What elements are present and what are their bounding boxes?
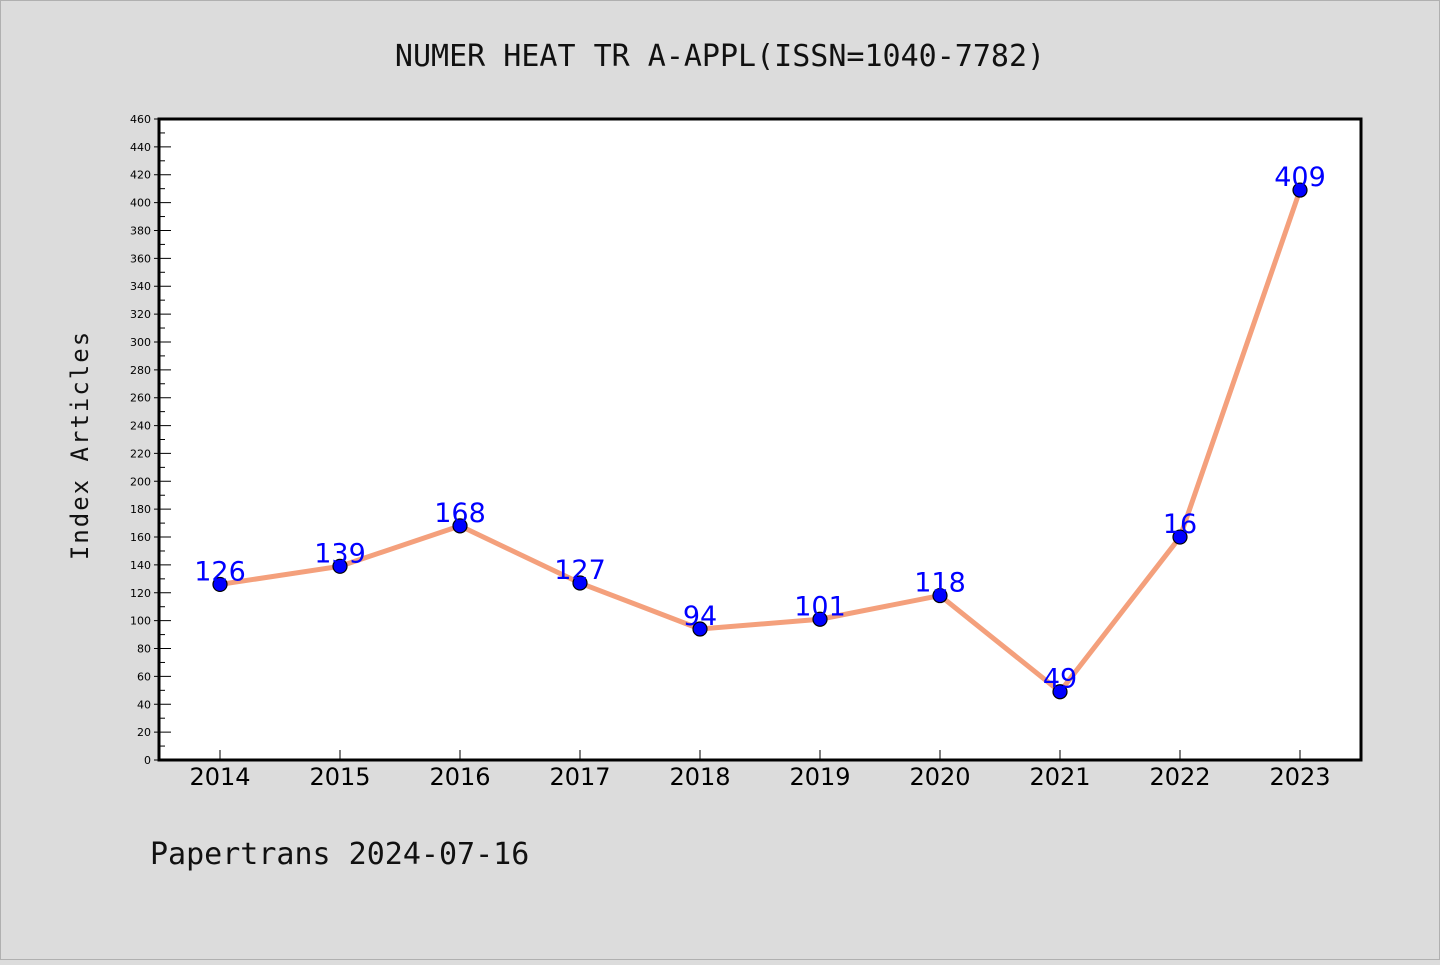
y-tick-label: 140 bbox=[130, 559, 151, 572]
data-label: 139 bbox=[314, 538, 366, 569]
x-tick-label: 2016 bbox=[429, 763, 490, 791]
data-point bbox=[812, 611, 828, 627]
data-label: 118 bbox=[914, 568, 966, 599]
y-tick-label: 200 bbox=[130, 475, 151, 488]
data-point bbox=[1292, 182, 1308, 198]
y-tick-label: 340 bbox=[130, 280, 151, 293]
y-tick-label: 160 bbox=[130, 531, 151, 544]
x-axis: 2014 2015 2016 2017 2018 2019 2020 2021 2022 2023 bbox=[189, 750, 1331, 791]
x-tick-label: 2015 bbox=[309, 763, 370, 791]
y-tick-label: 420 bbox=[130, 169, 151, 182]
data-label: 16 bbox=[1163, 509, 1197, 540]
data-point bbox=[332, 558, 348, 574]
y-tick-label: 40 bbox=[137, 698, 151, 711]
data-label: 101 bbox=[794, 591, 846, 622]
y-tick-label: 180 bbox=[130, 503, 151, 516]
y-tick-label: 220 bbox=[130, 447, 151, 460]
footer-text: Papertrans 2024-07-16 bbox=[150, 837, 529, 872]
x-tick-label: 2022 bbox=[1149, 763, 1210, 791]
data-point bbox=[932, 587, 948, 604]
y-tick-label: 380 bbox=[130, 224, 151, 237]
y-tick-label: 80 bbox=[137, 643, 151, 656]
x-tick-label: 2019 bbox=[789, 763, 850, 791]
x-tick-label: 2021 bbox=[1029, 763, 1090, 791]
y-tick-label: 60 bbox=[137, 670, 151, 683]
y-tick-label: 440 bbox=[130, 141, 151, 154]
x-tick-label: 2017 bbox=[549, 763, 610, 791]
x-tick-label: 2020 bbox=[909, 763, 970, 791]
y-tick-label: 100 bbox=[130, 615, 151, 628]
data-label: 127 bbox=[554, 555, 606, 586]
y-tick-label: 360 bbox=[130, 252, 151, 265]
y-tick-label: 460 bbox=[130, 113, 151, 126]
y-tick-label: 120 bbox=[130, 587, 151, 600]
data-point bbox=[1052, 684, 1068, 700]
data-label: 168 bbox=[434, 498, 486, 529]
y-tick-label: 300 bbox=[130, 336, 151, 349]
data-label: 49 bbox=[1043, 664, 1077, 695]
series-line bbox=[219, 189, 1303, 695]
x-tick-label: 2014 bbox=[189, 763, 250, 791]
x-tick-label: 2018 bbox=[669, 763, 730, 791]
x-tick-label: 2023 bbox=[1269, 763, 1330, 791]
y-tick-label: 0 bbox=[144, 754, 151, 767]
y-tick-label: 280 bbox=[130, 364, 151, 377]
plot-area bbox=[157, 117, 1363, 762]
y-tick-label: 400 bbox=[130, 197, 151, 210]
data-label: 126 bbox=[194, 556, 246, 587]
data-point bbox=[1172, 529, 1188, 545]
data-label: 409 bbox=[1274, 162, 1326, 193]
data-points bbox=[212, 182, 1308, 700]
y-tick-label: 240 bbox=[130, 420, 151, 433]
data-label: 94 bbox=[683, 601, 717, 632]
data-point bbox=[452, 518, 468, 534]
data-point bbox=[212, 576, 228, 593]
data-point bbox=[572, 575, 588, 591]
y-tick-label: 20 bbox=[137, 726, 151, 739]
y-axis: 0 20 40 60 80 100 120 140 160 180 200 220 240 260 280 3… bbox=[130, 113, 171, 767]
chart-title: NUMER HEAT TR A-APPL(ISSN=1040-7782) bbox=[395, 39, 1045, 74]
y-tick-label: 260 bbox=[130, 392, 151, 405]
y-tick-label: 320 bbox=[130, 308, 151, 321]
data-labels: 126 139 168 127 94 101 118 49 16 409 bbox=[194, 162, 1326, 695]
data-point bbox=[692, 621, 708, 637]
y-axis-label: Index Articles bbox=[66, 330, 94, 560]
